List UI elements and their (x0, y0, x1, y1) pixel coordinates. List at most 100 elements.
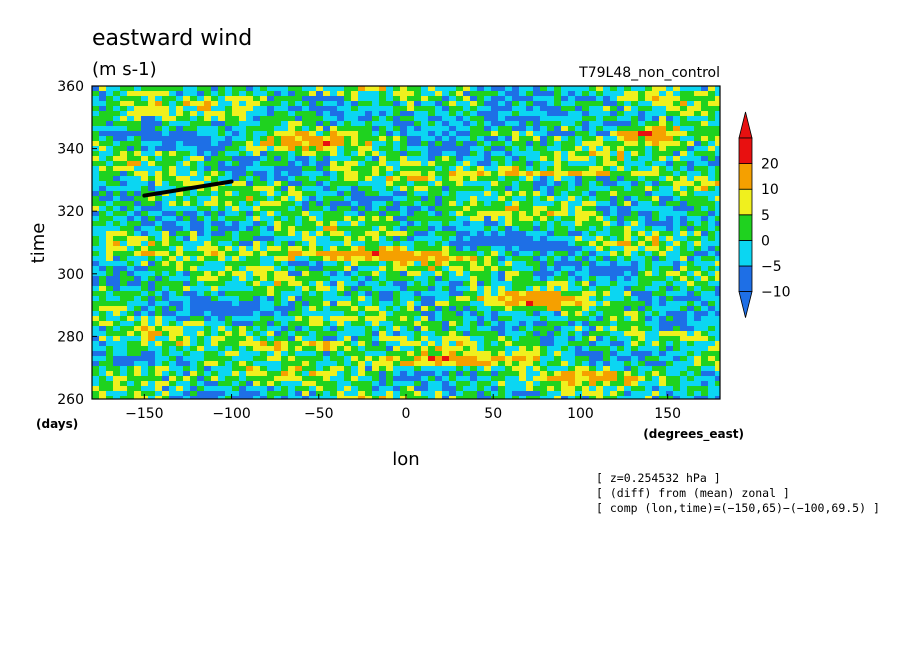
field-cell (358, 106, 366, 112)
field-cell (715, 236, 720, 242)
field-cell (316, 231, 324, 237)
field-cell (400, 306, 408, 312)
field-cell (127, 121, 135, 127)
field-cell (239, 341, 247, 347)
field-cell (505, 156, 513, 162)
field-cell (393, 261, 401, 267)
field-cell (407, 111, 415, 117)
field-cell (596, 356, 604, 362)
field-cell (393, 226, 401, 232)
field-cell (351, 291, 359, 297)
field-cell (120, 311, 128, 317)
field-cell (589, 321, 597, 327)
field-cell (624, 346, 632, 352)
field-cell (295, 146, 303, 152)
field-cell (470, 111, 478, 117)
field-cell (456, 91, 464, 97)
field-cell (379, 101, 387, 107)
field-cell (148, 251, 156, 257)
field-cell (610, 331, 618, 337)
field-cell (652, 191, 660, 197)
field-cell (624, 131, 632, 137)
field-cell (260, 271, 268, 277)
field-cell (575, 201, 583, 207)
field-cell (421, 226, 429, 232)
field-cell (183, 181, 191, 187)
field-cell (519, 171, 527, 177)
field-cell (449, 146, 457, 152)
field-cell (470, 311, 478, 317)
field-cell (176, 236, 184, 242)
field-cell (512, 101, 520, 107)
field-cell (113, 221, 121, 227)
field-cell (652, 321, 660, 327)
field-cell (344, 121, 352, 127)
field-cell (491, 251, 499, 257)
field-cell (505, 276, 513, 282)
field-cell (512, 266, 520, 272)
field-cell (344, 171, 352, 177)
field-cell (715, 146, 720, 152)
field-cell (274, 251, 282, 257)
field-cell (631, 166, 639, 172)
field-cell (526, 341, 534, 347)
field-cell (393, 161, 401, 167)
field-cell (253, 236, 261, 242)
field-cell (260, 356, 268, 362)
field-cell (344, 131, 352, 137)
field-cell (239, 291, 247, 297)
field-cell (673, 236, 681, 242)
field-cell (113, 341, 121, 347)
field-cell (519, 271, 527, 277)
field-cell (624, 201, 632, 207)
field-cell (596, 251, 604, 257)
field-cell (162, 106, 170, 112)
field-cell (246, 151, 254, 157)
field-cell (407, 341, 415, 347)
field-cell (547, 156, 555, 162)
field-cell (484, 346, 492, 352)
field-cell (127, 361, 135, 367)
field-cell (379, 351, 387, 357)
field-cell (617, 241, 625, 247)
field-cell (232, 306, 240, 312)
field-cell (554, 101, 562, 107)
field-cell (491, 156, 499, 162)
field-cell (631, 136, 639, 142)
field-cell (470, 201, 478, 207)
field-cell (379, 286, 387, 292)
field-cell (701, 276, 709, 282)
field-cell (225, 161, 233, 167)
field-cell (386, 101, 394, 107)
field-cell (379, 336, 387, 342)
field-cell (190, 151, 198, 157)
field-cell (204, 316, 212, 322)
field-cell (610, 106, 618, 112)
field-cell (533, 236, 541, 242)
field-cell (694, 191, 702, 197)
field-cell (365, 351, 373, 357)
field-cell (281, 221, 289, 227)
field-cell (407, 296, 415, 302)
field-cell (708, 131, 716, 137)
field-cell (99, 171, 107, 177)
field-cell (330, 96, 338, 102)
field-cell (155, 206, 163, 212)
field-cell (246, 146, 254, 152)
field-cell (659, 86, 667, 92)
field-cell (351, 361, 359, 367)
field-cell (631, 316, 639, 322)
field-cell (575, 276, 583, 282)
field-cell (190, 321, 198, 327)
field-cell (337, 111, 345, 117)
field-cell (148, 306, 156, 312)
field-cell (407, 166, 415, 172)
field-cell (631, 221, 639, 227)
field-cell (141, 281, 149, 287)
field-cell (561, 266, 569, 272)
field-cell (687, 316, 695, 322)
field-cell (687, 296, 695, 302)
field-cell (694, 306, 702, 312)
field-cell (365, 96, 373, 102)
field-cell (113, 321, 121, 327)
